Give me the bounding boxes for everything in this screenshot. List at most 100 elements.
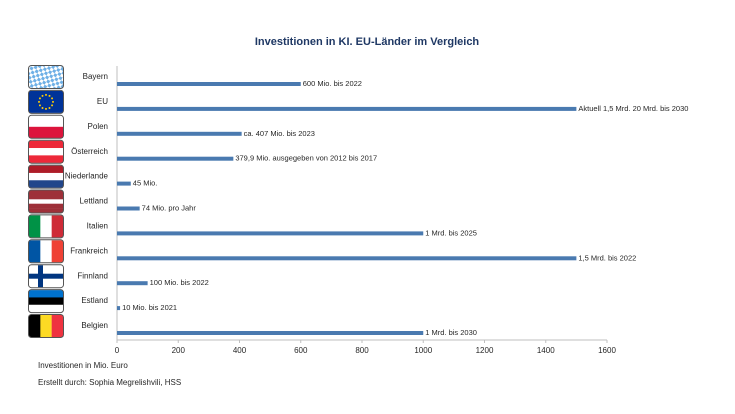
y-tick-label: Italien	[87, 222, 108, 231]
chart-title: Investitionen in KI. EU-Länder im Vergle…	[255, 36, 480, 48]
flag	[28, 189, 64, 214]
bar	[117, 156, 234, 161]
flag-star	[51, 97, 54, 100]
flag-star	[38, 104, 41, 107]
flag-star	[48, 106, 51, 109]
source: Erstellt durch: Sophia Megrelishvili, HS…	[38, 378, 181, 387]
flag-stripe	[29, 155, 63, 163]
axis-label: Investitionen in Mio. Euro	[38, 361, 128, 370]
flag-stripe	[29, 165, 63, 174]
flag-stripe	[40, 315, 52, 337]
y-tick-label: Polen	[88, 122, 108, 131]
flag-stripe	[29, 273, 63, 279]
flag	[28, 139, 64, 164]
flag-frame	[28, 164, 64, 189]
flag-star	[41, 94, 44, 97]
flag-frame	[28, 189, 64, 214]
y-tick-label: Niederlande	[65, 172, 109, 181]
x-tick-label: 1400	[537, 346, 555, 355]
flag-stripe	[29, 199, 63, 204]
flag-frame	[28, 89, 64, 114]
flag-stripe	[29, 297, 63, 305]
flag-frame	[28, 214, 64, 239]
data-label: 1,5 Mrd. bis 2022	[578, 253, 636, 262]
flag	[28, 264, 64, 289]
data-label: 10 Mio. bis 2021	[122, 303, 177, 312]
flag-star	[45, 93, 47, 96]
flag-stripe	[29, 315, 41, 337]
flag-star	[52, 100, 54, 103]
flag-frame	[28, 114, 64, 139]
flag-stripe	[29, 126, 63, 138]
flag-stripe	[29, 148, 63, 156]
flag-stripe	[51, 215, 64, 238]
data-label: 45 Mio.	[133, 179, 158, 188]
flag-stripe	[29, 90, 63, 113]
flag-stripe	[51, 240, 64, 263]
flag-frame	[28, 264, 64, 289]
bar	[117, 206, 140, 211]
flag-stripe	[29, 115, 63, 127]
x-tick-label: 600	[294, 346, 308, 355]
flag-stripe	[29, 190, 63, 196]
data-label: 1 Mrd. bis 2025	[425, 228, 477, 237]
flag	[28, 289, 64, 314]
y-tick-label: EU	[97, 97, 108, 106]
bar	[117, 131, 242, 136]
y-tick-label: Frankreich	[70, 246, 108, 255]
flag	[28, 65, 64, 89]
flag-frame	[28, 139, 64, 164]
flag-star	[48, 94, 51, 97]
bar	[117, 256, 577, 261]
x-tick-label: 200	[172, 346, 186, 355]
flag	[28, 314, 64, 338]
flag-frame	[28, 289, 64, 314]
flag	[28, 114, 64, 139]
data-label: 379,9 Mio. ausgegeben von 2012 bis 2017	[235, 154, 377, 163]
y-tick-label: Österreich	[71, 147, 108, 156]
data-label: 74 Mio. pro Jahr	[142, 203, 197, 212]
flag-stripe	[29, 180, 63, 188]
flag-stripe	[29, 215, 41, 238]
flag-stripe	[29, 240, 41, 263]
flag-stripe	[29, 140, 63, 149]
flag-stripe	[51, 315, 64, 337]
bar	[117, 231, 424, 236]
flag-stripe	[29, 290, 63, 298]
data-label: ca. 407 Mio. bis 2023	[244, 129, 315, 138]
flag-frame	[28, 239, 64, 264]
flag-star	[41, 106, 44, 109]
flag	[28, 214, 64, 239]
flag-star	[38, 100, 40, 103]
flag-stripe	[29, 66, 63, 88]
flag	[28, 89, 64, 114]
data-label: 600 Mio. bis 2022	[303, 79, 362, 88]
x-tick-label: 0	[115, 346, 120, 355]
x-tick-label: 1000	[414, 346, 432, 355]
bar	[117, 281, 148, 286]
y-tick-label: Estland	[81, 296, 108, 305]
flag-stripe	[29, 208, 63, 213]
bar	[117, 82, 301, 86]
data-label: 100 Mio. bis 2022	[150, 278, 209, 287]
flag-frame	[28, 65, 64, 89]
flag	[28, 239, 64, 264]
flag	[28, 164, 64, 189]
y-tick-label: Finnland	[77, 271, 108, 280]
y-tick-label: Belgien	[81, 321, 108, 330]
bar	[117, 331, 424, 335]
y-tick-label: Bayern	[83, 72, 108, 81]
flag-stripe	[38, 265, 43, 288]
flag-stripe	[29, 194, 63, 200]
bar	[117, 306, 121, 311]
flag-stripe	[29, 203, 63, 209]
bar	[117, 106, 577, 111]
x-tick-label: 800	[355, 346, 369, 355]
flag-star	[38, 97, 41, 100]
flag-frame	[28, 314, 64, 338]
flag-stripe	[29, 304, 63, 313]
x-tick-label: 400	[233, 346, 247, 355]
flag-stripe	[29, 172, 63, 181]
bar	[117, 181, 131, 186]
